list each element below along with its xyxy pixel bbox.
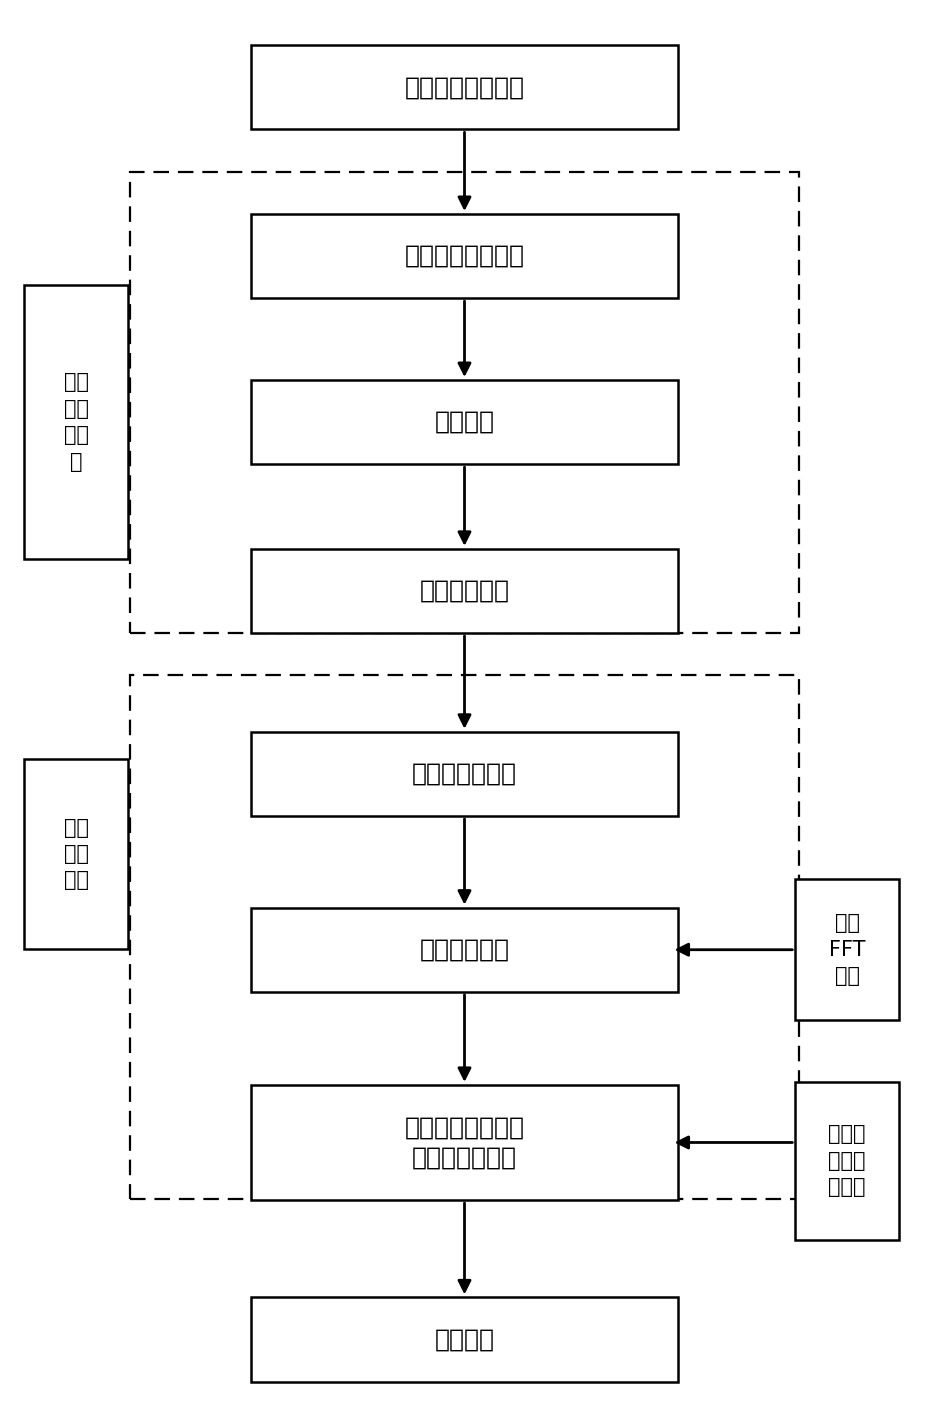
Text: 二维
FFT
变换: 二维 FFT 变换: [828, 913, 865, 986]
Bar: [130, 172, 798, 633]
Bar: [794, 879, 898, 1020]
Bar: [251, 1085, 677, 1200]
Text: 计算三阶累积量: 计算三阶累积量: [411, 761, 517, 787]
Text: 概率
主分
量分
析: 概率 主分 量分 析: [64, 373, 88, 471]
Bar: [251, 549, 677, 633]
Text: 原始故障振动信号: 原始故障振动信号: [404, 75, 524, 100]
Bar: [24, 286, 128, 560]
Text: 与故障
特征频
率比较: 与故障 特征频 率比较: [828, 1124, 865, 1197]
Bar: [251, 214, 677, 298]
Text: 诊断结果: 诊断结果: [434, 1327, 494, 1352]
Text: 高信噪比信号: 高信噪比信号: [419, 578, 509, 604]
Bar: [251, 45, 677, 129]
Text: 获得单一循环频率
双谱的等高线图: 获得单一循环频率 双谱的等高线图: [404, 1116, 524, 1169]
Text: 建立概率主元模型: 建立概率主元模型: [404, 243, 524, 269]
Bar: [251, 732, 677, 816]
Bar: [130, 675, 798, 1199]
Text: 正弦抽取运算: 正弦抽取运算: [419, 937, 509, 962]
Bar: [251, 380, 677, 464]
Bar: [24, 760, 128, 948]
Bar: [794, 1082, 898, 1240]
Bar: [251, 908, 677, 992]
Text: 循环
平稳
分析: 循环 平稳 分析: [64, 817, 88, 891]
Text: 信号消噪: 信号消噪: [434, 409, 494, 435]
Bar: [251, 1297, 677, 1382]
